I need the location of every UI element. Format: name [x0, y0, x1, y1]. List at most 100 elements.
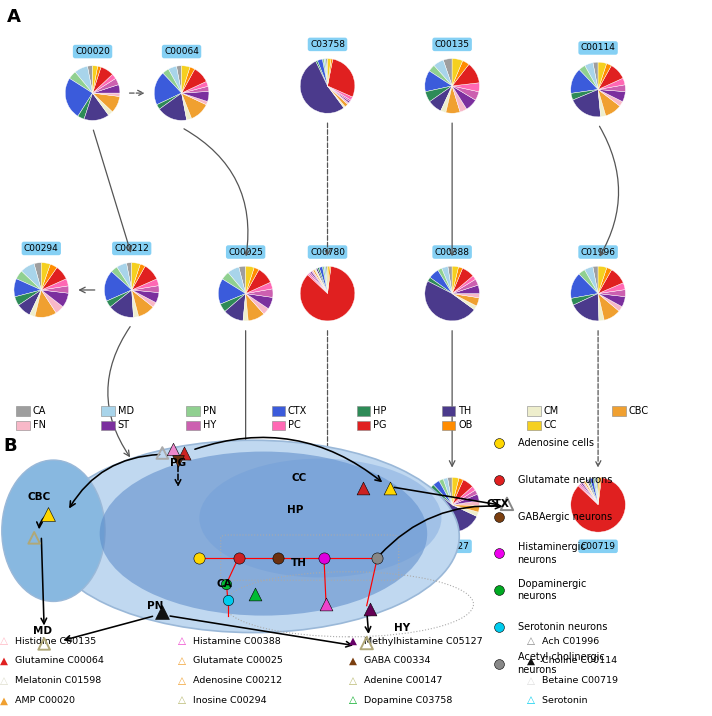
- Wedge shape: [221, 498, 246, 523]
- Wedge shape: [132, 470, 157, 494]
- Wedge shape: [328, 86, 345, 108]
- Wedge shape: [585, 63, 598, 90]
- Wedge shape: [452, 294, 479, 298]
- FancyBboxPatch shape: [357, 406, 370, 416]
- Wedge shape: [226, 471, 246, 498]
- Wedge shape: [598, 294, 622, 311]
- Wedge shape: [571, 478, 625, 532]
- Point: [493, 584, 505, 596]
- Wedge shape: [593, 478, 598, 505]
- Wedge shape: [308, 274, 328, 294]
- Wedge shape: [114, 468, 132, 494]
- Point: [365, 603, 376, 614]
- Wedge shape: [452, 64, 479, 86]
- Wedge shape: [434, 60, 452, 86]
- Point: [233, 552, 244, 563]
- Wedge shape: [452, 505, 479, 512]
- Wedge shape: [246, 266, 254, 294]
- Wedge shape: [310, 483, 328, 505]
- Wedge shape: [587, 479, 598, 505]
- Wedge shape: [132, 266, 157, 290]
- Wedge shape: [326, 266, 328, 294]
- Wedge shape: [598, 90, 625, 102]
- Wedge shape: [425, 86, 452, 102]
- Wedge shape: [239, 470, 246, 498]
- Wedge shape: [246, 493, 273, 499]
- Wedge shape: [319, 266, 328, 294]
- Wedge shape: [428, 278, 452, 294]
- Wedge shape: [309, 483, 328, 505]
- Wedge shape: [221, 478, 246, 498]
- Wedge shape: [452, 478, 464, 505]
- Wedge shape: [319, 478, 328, 505]
- Wedge shape: [452, 86, 479, 100]
- Ellipse shape: [199, 459, 441, 577]
- Wedge shape: [182, 93, 192, 120]
- Wedge shape: [246, 268, 259, 294]
- Text: Glutamate neurons: Glutamate neurons: [518, 475, 612, 485]
- Wedge shape: [598, 62, 607, 90]
- Text: MD: MD: [117, 406, 134, 416]
- Wedge shape: [66, 79, 93, 116]
- Text: GABA C00334: GABA C00334: [361, 657, 431, 665]
- Point: [501, 498, 513, 510]
- Text: CC: CC: [543, 420, 557, 430]
- Wedge shape: [328, 478, 329, 505]
- Text: CBC: CBC: [28, 492, 51, 502]
- Wedge shape: [452, 490, 477, 505]
- Wedge shape: [328, 59, 331, 86]
- Wedge shape: [595, 478, 598, 505]
- Wedge shape: [125, 467, 132, 494]
- Text: C00334: C00334: [229, 535, 263, 543]
- Text: C00135: C00135: [434, 40, 470, 49]
- Wedge shape: [323, 59, 328, 86]
- Wedge shape: [598, 266, 607, 294]
- Wedge shape: [155, 73, 182, 105]
- Text: Histamine C00388: Histamine C00388: [190, 637, 281, 646]
- Text: C00114: C00114: [581, 44, 615, 52]
- Wedge shape: [132, 468, 145, 494]
- Text: ▲: ▲: [0, 656, 8, 666]
- Wedge shape: [438, 268, 452, 294]
- Wedge shape: [443, 478, 452, 505]
- Wedge shape: [132, 494, 155, 514]
- Wedge shape: [107, 290, 132, 307]
- Text: CBC: CBC: [629, 406, 649, 416]
- Wedge shape: [93, 67, 112, 93]
- Text: △: △: [0, 676, 8, 686]
- Wedge shape: [300, 266, 355, 321]
- Wedge shape: [30, 290, 41, 316]
- Wedge shape: [219, 279, 246, 304]
- Wedge shape: [429, 65, 452, 86]
- Text: ▲: ▲: [349, 636, 357, 646]
- Wedge shape: [571, 90, 598, 100]
- Text: C01996: C01996: [580, 248, 616, 256]
- Text: Methylhistamine C05127: Methylhistamine C05127: [361, 637, 483, 646]
- Text: Choline C00114: Choline C00114: [539, 657, 617, 665]
- Wedge shape: [598, 90, 622, 106]
- Wedge shape: [15, 290, 41, 305]
- Wedge shape: [228, 267, 246, 294]
- Wedge shape: [132, 483, 159, 494]
- Text: CM: CM: [543, 406, 558, 416]
- Wedge shape: [313, 270, 328, 294]
- Wedge shape: [239, 266, 246, 294]
- Point: [493, 474, 505, 485]
- Wedge shape: [452, 268, 473, 294]
- Wedge shape: [452, 266, 459, 294]
- Wedge shape: [14, 279, 41, 297]
- Wedge shape: [598, 283, 625, 294]
- Wedge shape: [598, 78, 625, 90]
- Wedge shape: [328, 86, 349, 105]
- Wedge shape: [579, 270, 598, 294]
- Text: C00020: C00020: [75, 47, 110, 56]
- Wedge shape: [324, 59, 328, 86]
- Text: Betaine C00719: Betaine C00719: [539, 676, 618, 685]
- Text: △: △: [349, 676, 357, 686]
- Text: ▲: ▲: [527, 656, 535, 666]
- Text: C01598: C01598: [310, 542, 345, 551]
- Wedge shape: [312, 482, 328, 505]
- FancyBboxPatch shape: [187, 420, 200, 430]
- Wedge shape: [598, 294, 604, 321]
- Wedge shape: [430, 270, 452, 294]
